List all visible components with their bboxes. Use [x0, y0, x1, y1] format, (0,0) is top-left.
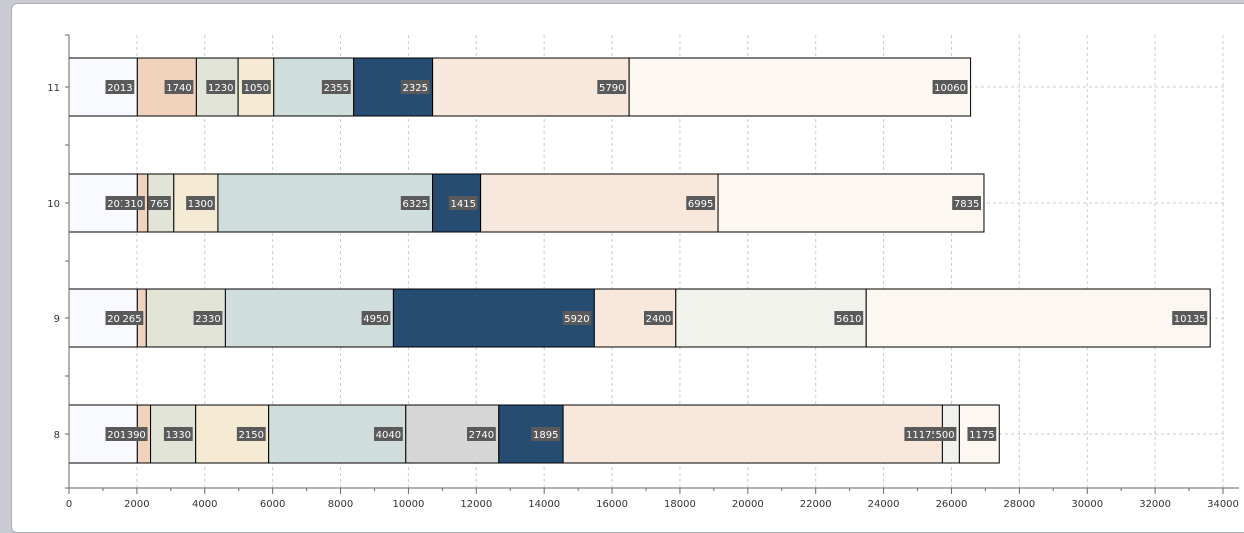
data-label-background [562, 311, 592, 325]
data-label: 5610 [836, 314, 861, 325]
x-tick-label: 22000 [800, 499, 832, 510]
data-label: 1330 [166, 430, 191, 441]
x-tick-label: 28000 [1003, 499, 1035, 510]
data-label: 265 [122, 314, 141, 325]
data-label: 2325 [402, 83, 427, 94]
data-label: 1230 [208, 83, 233, 94]
x-tick-label: 30000 [1071, 499, 1103, 510]
data-label-background [361, 311, 391, 325]
data-label-background [531, 427, 561, 441]
axes: 0 2000 4000 6000 8000 10000 12000 14000 16000 180… [47, 34, 1239, 510]
x-tick-label: 14000 [528, 499, 560, 510]
x-tick-label: 16000 [596, 499, 628, 510]
x-tick-label: 4000 [192, 499, 217, 510]
x-tick-label: 8000 [328, 499, 353, 510]
data-label-background [400, 80, 430, 94]
data-label-background [644, 311, 673, 325]
data-label-background [122, 196, 145, 210]
bar-segment [392, 288, 595, 348]
x-tick-label: 0 [66, 499, 72, 510]
data-label-background [597, 80, 627, 94]
data-label-background [400, 196, 430, 210]
data-label: 2355 [324, 83, 349, 94]
data-label-background [148, 196, 171, 210]
bar-segment [628, 57, 972, 117]
y-category-label: 11 [47, 83, 60, 94]
data-label-background [686, 196, 716, 210]
data-label-background [933, 427, 957, 441]
bar-segment [717, 173, 985, 233]
data-label-background [1172, 311, 1208, 325]
data-label: 2400 [646, 314, 671, 325]
data-label: 1050 [244, 83, 269, 94]
data-label-background [834, 311, 864, 325]
y-category-label: 8 [54, 430, 60, 441]
data-label-background [120, 311, 144, 325]
data-label: 6325 [402, 199, 427, 210]
bar-segment [562, 404, 943, 464]
data-label: 310 [124, 199, 143, 210]
x-tick-label: 20000 [732, 499, 764, 510]
data-label: 2013 [107, 199, 132, 210]
data-label: 765 [150, 199, 169, 210]
x-tick-label: 10000 [393, 499, 425, 510]
data-label: 2013 [107, 430, 132, 441]
bar-segment [865, 288, 1211, 348]
data-label-background [952, 196, 981, 210]
data-label: 2013 [107, 83, 132, 94]
data-label-background [466, 427, 496, 441]
data-label: 5790 [599, 83, 624, 94]
data-label: 2740 [469, 430, 494, 441]
y-category-label: 9 [54, 314, 60, 325]
x-tick-label: 6000 [260, 499, 285, 510]
data-label: 2330 [195, 314, 220, 325]
data-label-background [105, 80, 135, 94]
data-label-background [241, 80, 271, 94]
x-tick-label: 34000 [1207, 499, 1239, 510]
data-label: 1415 [451, 199, 476, 210]
data-label: 1300 [188, 199, 213, 210]
data-label: 7835 [954, 199, 979, 210]
bar-series [68, 57, 1211, 464]
data-label: 5920 [564, 314, 589, 325]
data-label-background [967, 427, 997, 441]
data-label: 10135 [1174, 314, 1206, 325]
data-label: 11175 [906, 430, 938, 441]
x-tick-label: 18000 [664, 499, 696, 510]
bar-segment [217, 173, 434, 233]
data-label-background [124, 427, 148, 441]
data-label-background [163, 427, 193, 441]
data-label: 1895 [533, 430, 558, 441]
data-label: 4950 [363, 314, 388, 325]
data-label-background [321, 80, 351, 94]
data-label-background [932, 80, 968, 94]
x-tick-label: 2000 [124, 499, 149, 510]
data-label: 390 [127, 430, 146, 441]
data-label-background [236, 427, 266, 441]
data-label-background [164, 80, 194, 94]
data-label: 6995 [688, 199, 713, 210]
data-label-background [193, 311, 223, 325]
data-label-background [186, 196, 215, 210]
bar-segment [480, 173, 719, 233]
data-label-background [206, 80, 236, 94]
x-tick-label: 24000 [868, 499, 900, 510]
data-label: 1740 [166, 83, 191, 94]
x-tick-label: 32000 [1139, 499, 1171, 510]
data-label-background [373, 427, 403, 441]
data-label: 2150 [239, 430, 264, 441]
data-label: 500 [936, 430, 955, 441]
data-label: 4040 [376, 430, 401, 441]
data-label-background [448, 196, 478, 210]
data-label: 2013 [107, 314, 132, 325]
data-label: 10060 [934, 83, 966, 94]
y-category-label: 10 [47, 199, 60, 210]
data-labels: 2013 1740 1230 1050 2355 2325 5790 100602013310… [105, 80, 1208, 441]
bar-segment [432, 57, 630, 117]
x-tick-label: 26000 [936, 499, 968, 510]
data-label: 1175 [969, 430, 994, 441]
x-tick-label: 12000 [460, 499, 492, 510]
data-label-background [904, 427, 940, 441]
